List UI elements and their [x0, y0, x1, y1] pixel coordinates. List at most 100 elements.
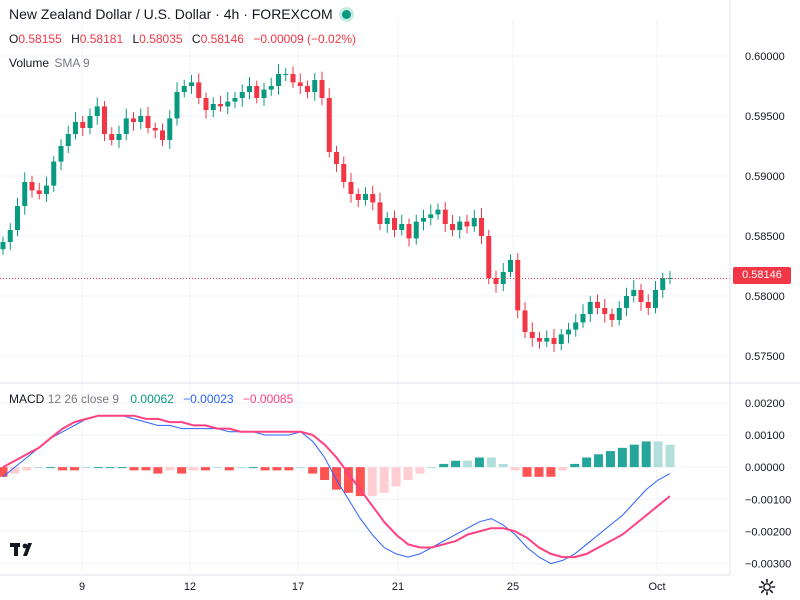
candle-body [551, 338, 557, 344]
macd-histogram-bar [486, 457, 496, 468]
candle-body [399, 224, 405, 230]
candle-body [326, 98, 332, 152]
macd-histogram-bar [629, 444, 639, 468]
macd-histogram-bar [403, 467, 413, 480]
macd-histogram-bar [617, 447, 627, 468]
candle-body [80, 122, 86, 128]
macd-axis-label: −0.00100 [745, 494, 791, 506]
macd-line-value: −0.00023 [183, 392, 234, 406]
candle-body [631, 290, 637, 296]
macd-histogram-bar [296, 467, 306, 469]
candle-body [283, 74, 289, 75]
candle-body [152, 128, 158, 131]
candle-body [370, 194, 376, 203]
time-axis-label: 17 [292, 581, 304, 593]
macd-histogram-bar [546, 467, 556, 477]
candle-body [7, 230, 13, 242]
macd-histogram-bar [474, 457, 484, 468]
macd-histogram-bar [391, 467, 401, 487]
macd-histogram-bar [189, 467, 199, 471]
candle-body [587, 302, 593, 314]
open-value: 0.58155 [18, 32, 62, 46]
time-axis-label: 25 [507, 581, 519, 593]
candle-body [653, 290, 658, 308]
change-value: −0.00009 (−0.02%) [253, 32, 357, 46]
symbol-title-text: New Zealand Dollar / U.S. Dollar · 4h · … [9, 6, 333, 22]
macd-histogram-bar [153, 467, 163, 474]
candle-body [87, 116, 93, 128]
volume-label: Volume [9, 56, 50, 70]
candle-body [58, 146, 64, 162]
settings-gear-icon[interactable] [758, 578, 776, 596]
macd-histogram-bar [367, 467, 377, 497]
macd-histogram-bar [105, 467, 115, 469]
volume-legend[interactable]: Volume SMA 9 [9, 56, 90, 70]
candle-body [305, 86, 310, 92]
macd-signal-line [2, 414, 671, 559]
candle-body [493, 278, 499, 284]
macd-histogram-bar [58, 467, 68, 471]
candle-body [428, 214, 434, 218]
price-axis-label: 0.58000 [745, 291, 785, 303]
candle-body [515, 260, 521, 311]
candle-body [36, 190, 42, 194]
macd-histogram-bar [248, 467, 258, 469]
macd-histogram-bar [332, 467, 341, 490]
candle-body [167, 118, 173, 140]
candle-body [102, 106, 107, 134]
tradingview-logo-icon[interactable] [10, 541, 38, 559]
macd-histogram-bar [641, 441, 651, 468]
candle-body [160, 130, 165, 140]
open-key: O [9, 32, 19, 46]
macd-axis-label: −0.00200 [745, 526, 791, 538]
candle-body [479, 218, 484, 236]
macd-histogram-bar [212, 467, 222, 469]
candle-body [15, 206, 20, 230]
macd-histogram-bar [343, 467, 353, 493]
candle-body [174, 92, 180, 119]
macd-histogram-bar [272, 467, 282, 471]
candle-body [537, 338, 542, 342]
candle-body [138, 116, 144, 122]
volume-sma-label: SMA 9 [54, 56, 90, 70]
candle-body [334, 152, 339, 164]
candle-body [573, 322, 579, 330]
macd-histogram-bar [665, 444, 675, 468]
candle-body [486, 236, 492, 278]
macd-histogram-bar [379, 467, 389, 493]
candle-body [261, 89, 267, 98]
macd-histogram-bar [653, 441, 663, 468]
price-axis-label: 0.59000 [745, 171, 785, 183]
candle-body [51, 161, 57, 186]
candle-body [602, 308, 608, 314]
macd-histogram-bar [224, 467, 234, 471]
macd-histogram-bar [570, 463, 580, 468]
candle-body [638, 290, 644, 302]
low-key: L [132, 32, 140, 46]
candle-body [123, 118, 129, 134]
candle-body [363, 194, 368, 200]
candle-body [116, 134, 122, 140]
macd-histogram-bar [415, 467, 425, 474]
macd-legend[interactable]: MACD 12 26 close 9 0.00062 −0.00023 −0.0… [9, 392, 293, 406]
macd-axis-label: 0.00100 [745, 430, 785, 442]
price-axis-label: 0.59500 [745, 111, 785, 123]
symbol-title[interactable]: New Zealand Dollar / U.S. Dollar · 4h · … [9, 6, 351, 22]
candle-body [457, 221, 463, 230]
candle-body [442, 209, 448, 224]
macd-signal-value: −0.00085 [242, 392, 294, 406]
candle-body [0, 242, 6, 250]
macd-histogram-bar [236, 467, 246, 469]
candle-body [73, 122, 78, 134]
high-value: 0.58181 [79, 32, 124, 46]
macd-histogram-bar [427, 467, 437, 469]
candle-body [225, 101, 231, 107]
macd-label: MACD [9, 392, 45, 406]
candle-body [435, 209, 441, 215]
macd-histogram-bar [165, 467, 175, 471]
candle-body [203, 98, 209, 110]
close-key: C [191, 32, 201, 46]
macd-histogram-bar [22, 467, 32, 471]
candle-body [210, 104, 216, 110]
